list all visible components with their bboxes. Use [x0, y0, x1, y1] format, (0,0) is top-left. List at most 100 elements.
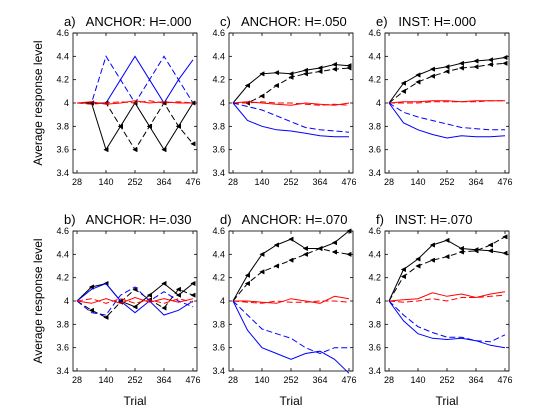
data-point: [415, 263, 421, 269]
series-line-4: [388, 102, 505, 131]
panel-title: b) ANCHOR: H=.030: [64, 212, 192, 227]
x-tick-label: 140: [410, 177, 425, 187]
data-point: [429, 66, 435, 72]
data-point: [473, 64, 479, 70]
x-tick-label: 140: [98, 375, 113, 385]
y-tick-label: 4.6: [212, 28, 225, 38]
data-point: [288, 71, 294, 77]
data-point: [487, 57, 493, 63]
series-line-3: [232, 300, 350, 304]
y-tick-label: 4.6: [368, 226, 381, 236]
y-tick-label: 4: [220, 98, 225, 108]
data-point: [273, 70, 279, 76]
data-point: [190, 280, 196, 287]
data-point: [161, 305, 167, 311]
data-point: [458, 249, 464, 255]
plot-frame: [384, 32, 510, 174]
series-line-5: [232, 102, 349, 138]
y-tick-label: 3.4: [56, 168, 69, 178]
series-line-4: [76, 100, 193, 105]
x-tick-label: 252: [439, 375, 454, 385]
y-tick-label: 4.2: [212, 273, 225, 283]
series-line-5: [76, 298, 194, 304]
data-point: [317, 245, 323, 252]
series-line-4: [232, 102, 350, 133]
x-tick-label: 364: [156, 375, 171, 385]
x-axis-title: Trial: [124, 394, 147, 408]
x-tick-label: 252: [127, 177, 142, 187]
data-point: [302, 251, 308, 257]
series-line-5: [388, 300, 506, 349]
series-line-4: [76, 296, 194, 304]
y-tick-label: 4.4: [212, 249, 225, 259]
data-point: [502, 250, 508, 256]
y-tick-label: 4.4: [212, 51, 225, 61]
series-line-3: [76, 286, 194, 316]
series-line-2: [388, 291, 506, 302]
data-point: [444, 64, 450, 70]
y-tick-label: 4.2: [56, 273, 69, 283]
data-point: [259, 269, 265, 275]
data-point: [259, 251, 265, 257]
data-point: [317, 65, 323, 71]
y-tick-label: 3.8: [212, 319, 225, 329]
panel-2: e) INST: H=.000 3.4 3.6 3.8 4 4.2 4.4 4.6 28 140 2…: [368, 14, 512, 187]
data-point: [444, 237, 450, 243]
y-tick-label: 3.6: [212, 145, 225, 155]
x-tick-label: 28: [228, 375, 238, 385]
y-tick-label: 3.4: [368, 366, 381, 376]
x-tick-label: 364: [468, 375, 483, 385]
data-point: [346, 251, 352, 257]
data-point: [444, 254, 450, 260]
series-line-3: [388, 294, 506, 303]
y-tick-label: 4: [376, 296, 381, 306]
x-tick-label: 364: [312, 177, 327, 187]
data-point: [244, 280, 250, 287]
y-axis-title: Average response level: [31, 238, 45, 363]
data-point: [502, 54, 508, 61]
data-point: [88, 307, 94, 313]
y-tick-label: 3.8: [56, 121, 69, 131]
data-point: [429, 73, 435, 79]
data-point: [190, 141, 196, 147]
x-tick-label: 476: [497, 375, 512, 385]
data-point: [487, 61, 493, 68]
y-tick-label: 3.4: [212, 168, 225, 178]
data-point: [444, 68, 450, 75]
data-point: [331, 249, 337, 255]
data-point: [473, 58, 479, 64]
data-point: [502, 60, 508, 66]
data-point: [346, 65, 352, 71]
x-tick-label: 28: [384, 177, 394, 187]
data-point: [302, 67, 308, 73]
panel-title: a) ANCHOR: H=.000: [64, 14, 192, 29]
y-tick-label: 4.6: [56, 28, 69, 38]
y-tick-label: 4.4: [56, 249, 69, 259]
series-line-5: [76, 100, 194, 105]
y-tick-label: 4.4: [368, 249, 381, 259]
x-tick-label: 140: [254, 375, 269, 385]
x-tick-label: 28: [384, 375, 394, 385]
x-tick-label: 364: [312, 375, 327, 385]
y-tick-label: 3.6: [212, 343, 225, 353]
data-point: [244, 82, 250, 89]
data-point: [458, 65, 464, 71]
y-tick-label: 3.6: [56, 145, 69, 155]
y-tick-label: 4.6: [368, 28, 381, 38]
data-point: [400, 80, 406, 86]
data-point: [103, 147, 109, 153]
x-axis-title: Trial: [280, 394, 303, 408]
x-axis-title: Trial: [436, 394, 459, 408]
plot-frame: [72, 230, 198, 372]
data-point: [302, 71, 308, 77]
y-tick-label: 4.4: [56, 51, 69, 61]
y-tick-label: 4.6: [56, 226, 69, 236]
data-point: [190, 292, 196, 298]
data-point: [146, 292, 152, 298]
y-tick-label: 3.8: [368, 121, 381, 131]
y-tick-label: 4.4: [368, 51, 381, 61]
panel-0: a) ANCHOR: H=.000 3.4 3.6 3.8 4 4.2 4.4 4.6 28 14…: [31, 14, 201, 187]
y-tick-label: 4.2: [212, 75, 225, 85]
data-point: [244, 272, 250, 278]
data-point: [415, 79, 421, 85]
